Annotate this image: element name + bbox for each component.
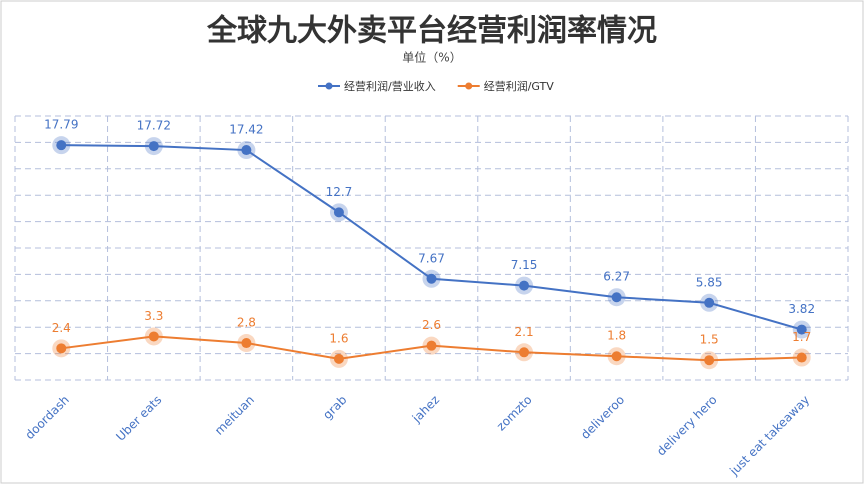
point <box>519 347 530 358</box>
value-label: 2.8 <box>237 316 256 330</box>
point <box>611 292 622 303</box>
point <box>426 340 437 351</box>
value-label: 3.82 <box>788 302 815 316</box>
value-label: 2.6 <box>422 318 441 332</box>
value-label: 1.5 <box>700 333 719 347</box>
point <box>333 353 344 364</box>
value-label: 2.1 <box>515 325 534 339</box>
point <box>241 145 252 156</box>
point <box>611 351 622 362</box>
point <box>704 297 715 308</box>
value-label: 3.3 <box>144 309 163 323</box>
point <box>519 280 530 291</box>
legend-label: 经营利润/GTV <box>484 79 555 93</box>
value-label: 7.67 <box>418 251 445 265</box>
point <box>796 324 807 335</box>
point <box>796 352 807 363</box>
value-label: 17.79 <box>44 118 78 132</box>
legend-label: 经营利润/营业收入 <box>344 79 436 93</box>
point <box>148 141 159 152</box>
value-label: 5.85 <box>696 275 723 289</box>
value-label: 2.4 <box>52 321 71 335</box>
value-label: 1.6 <box>329 331 348 345</box>
point <box>56 140 67 151</box>
point <box>148 331 159 342</box>
value-label: 12.7 <box>326 185 353 199</box>
chart-subtitle: 单位（%） <box>402 50 461 65</box>
value-label: 17.72 <box>137 119 171 133</box>
point <box>241 338 252 349</box>
point <box>426 273 437 284</box>
legend-marker <box>325 82 333 90</box>
value-label: 7.15 <box>511 258 538 272</box>
value-label: 6.27 <box>603 270 630 284</box>
legend-marker <box>465 82 473 90</box>
value-label: 17.42 <box>229 123 263 137</box>
chart-title: 全球九大外卖平台经营利润率情况 <box>206 14 657 49</box>
point <box>56 343 67 354</box>
point <box>704 355 715 366</box>
value-label: 1.8 <box>607 329 626 343</box>
value-label: 1.7 <box>792 330 811 344</box>
point <box>333 207 344 218</box>
